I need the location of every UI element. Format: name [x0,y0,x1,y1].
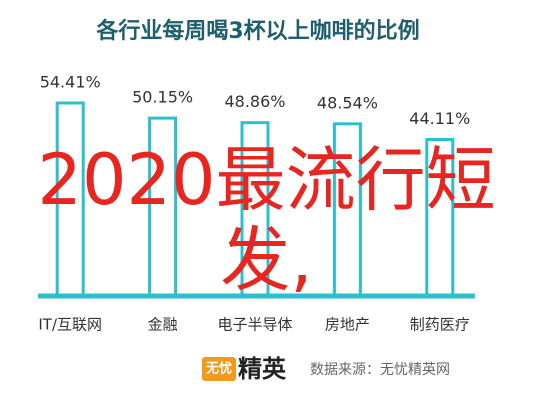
x-tick-label: 制药医疗 [410,316,470,334]
logo-box [202,357,236,381]
x-tick-label: 电子半导体 [217,316,292,334]
chart-title: 各行业每周喝3杯以上咖啡的比例 [95,18,419,44]
bar [425,138,455,298]
x-tick-label: 房地产 [325,316,370,334]
bar [332,122,362,298]
source: 数据来源：无忧精英网 [310,361,450,378]
value-label: 44.11% [409,109,470,128]
overlay-text: 2020最流行短发, [37,139,496,301]
value-label: 48.54% [317,93,378,112]
value-label: 48.86% [224,92,285,111]
value-label: 50.15% [132,88,193,107]
bar [55,101,85,298]
logo-text: 无忧 [205,361,232,377]
x-tick-label: 金融 [148,316,178,334]
x-tick-label: IT/互联网 [38,316,102,334]
value-label: 54.41% [40,73,101,92]
logo-text: 精英 [238,355,287,383]
